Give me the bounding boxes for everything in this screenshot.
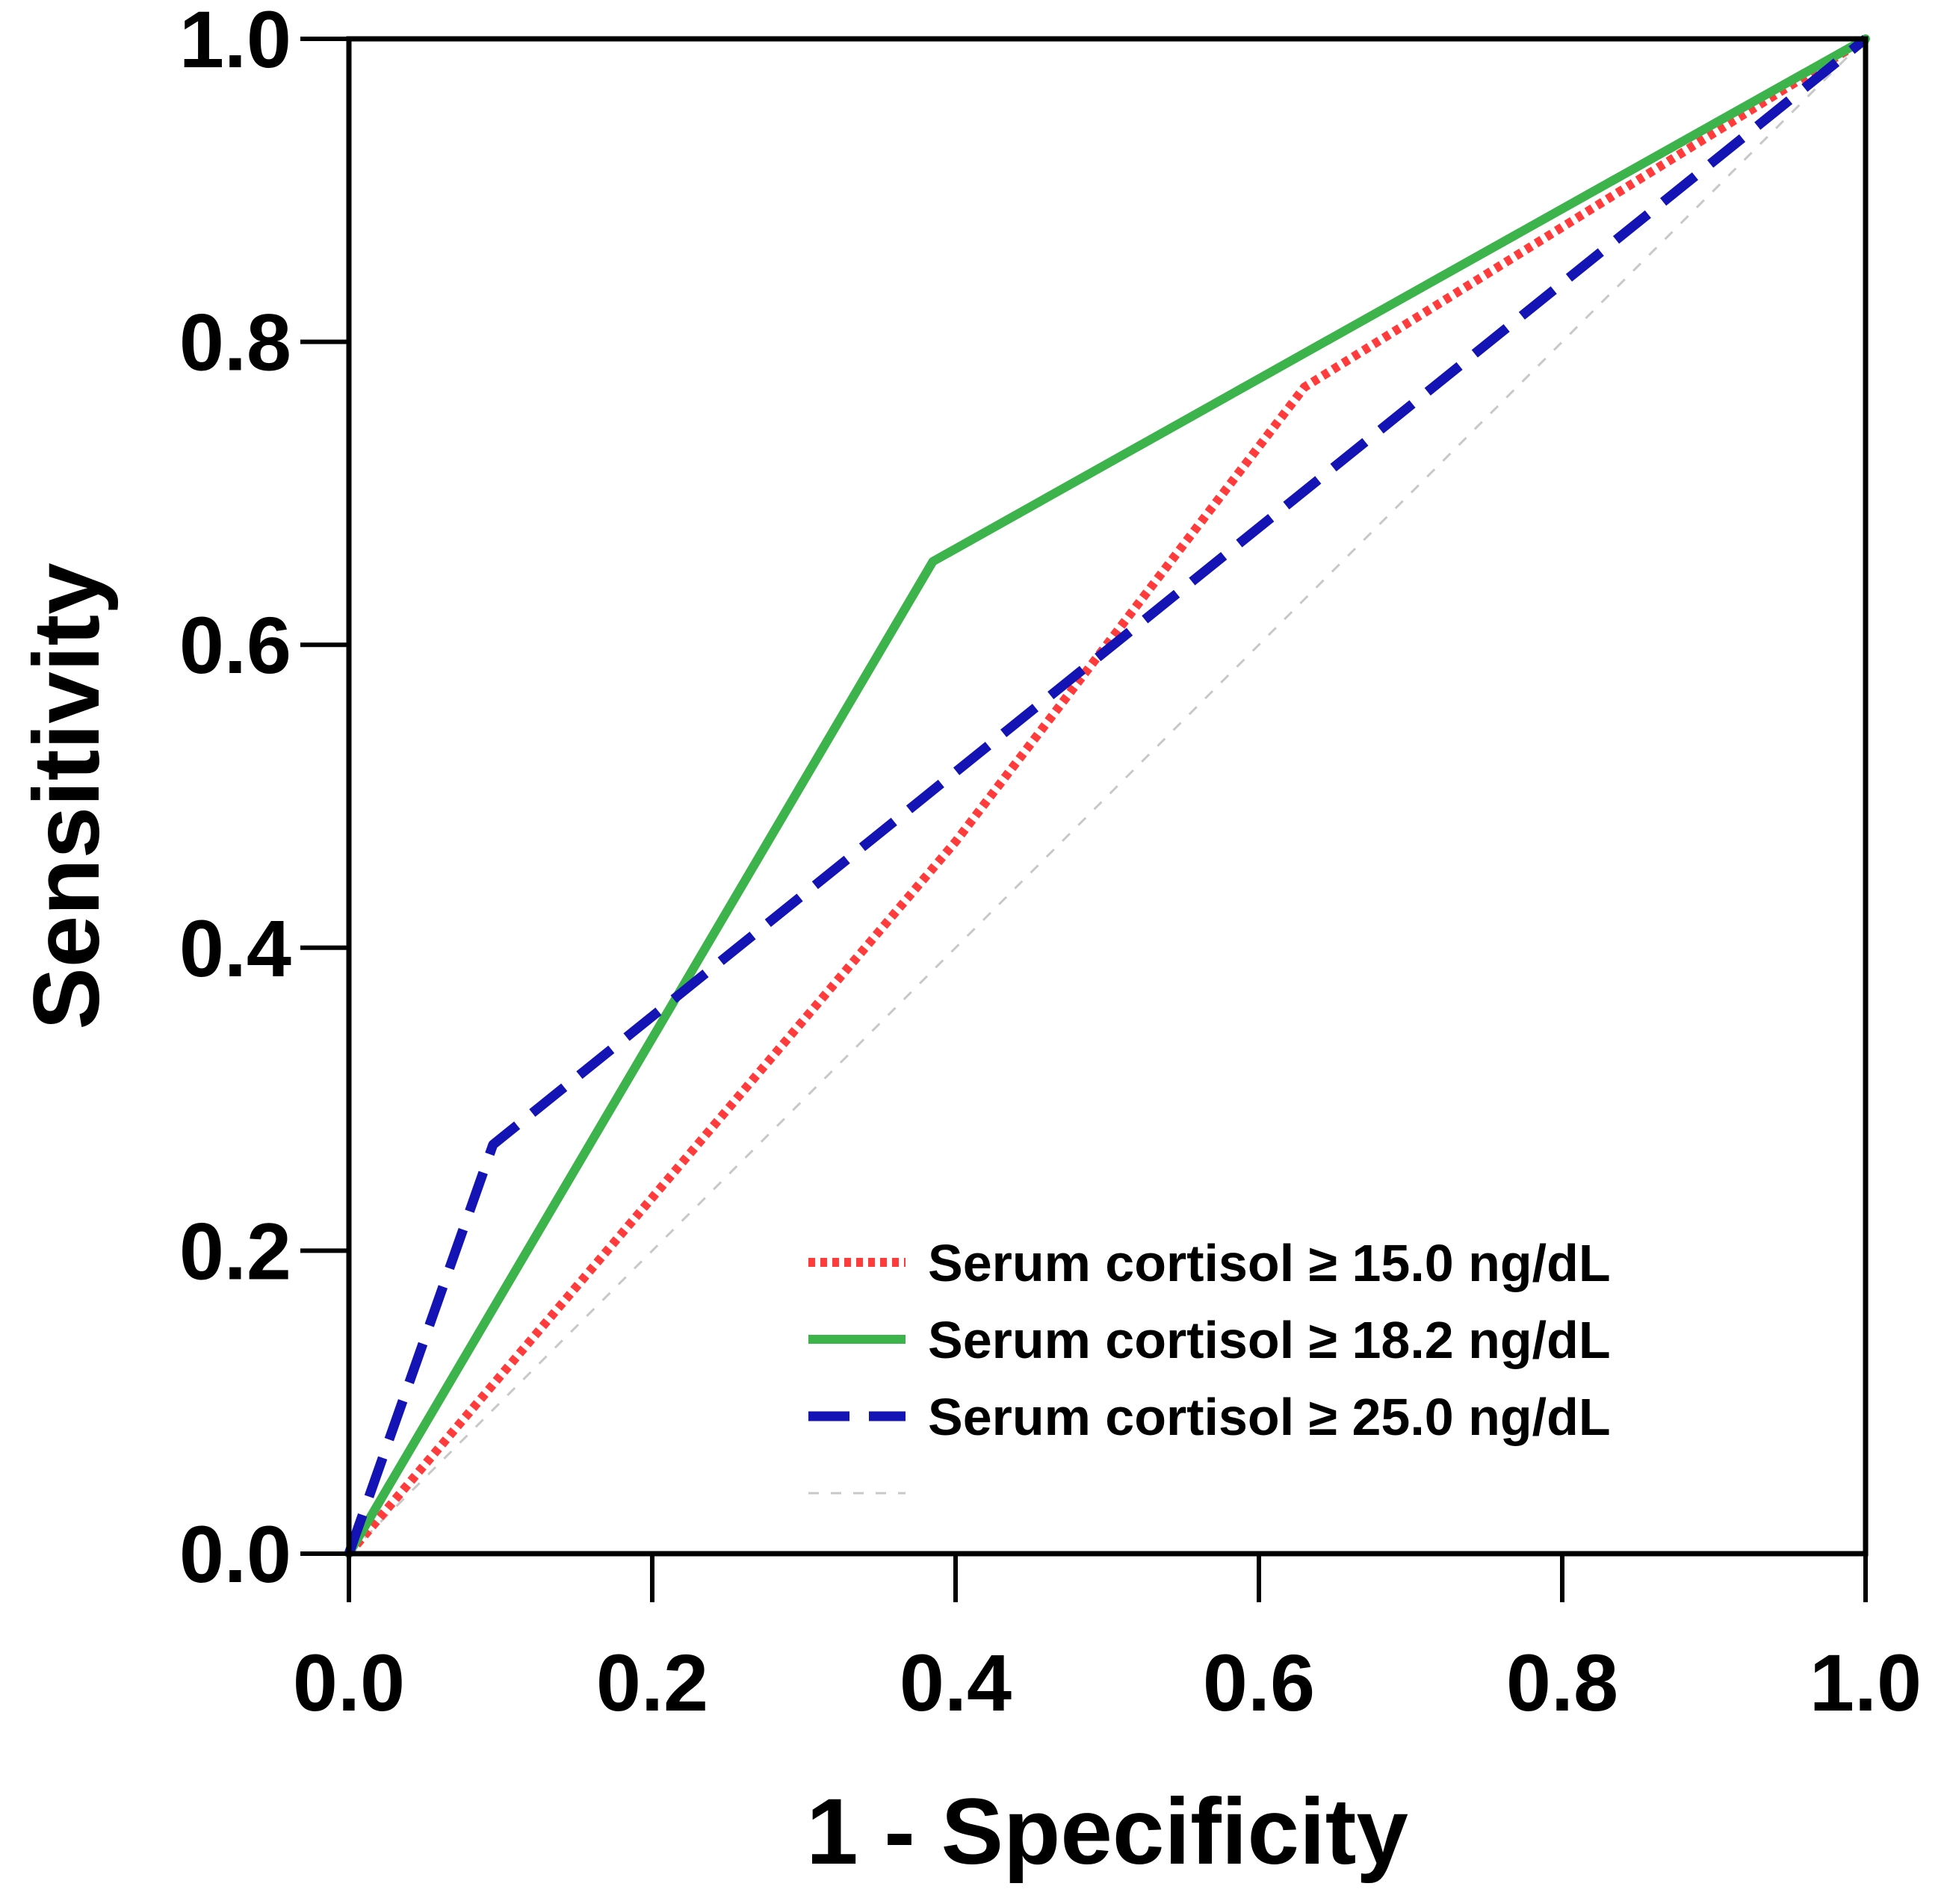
x-tick-label: 0.6: [1203, 1637, 1315, 1728]
x-tick-label: 1.0: [1810, 1637, 1922, 1728]
y-tick-label: 0.8: [179, 297, 291, 388]
x-axis-title: 1 - Specificity: [806, 1780, 1408, 1884]
y-tick-label: 0.4: [179, 903, 291, 993]
legend-label-1: Serum cortisol ≥ 18.2 ng/dL: [928, 1311, 1611, 1369]
y-tick-label: 1.0: [179, 0, 291, 84]
legend-label-2: Serum cortisol ≥ 25.0 ng/dL: [928, 1388, 1611, 1446]
axis-ticks: 0.0 0.2 0.4 0.6 0.8 1.0 0.0 0.2 0.4 0.6 0.8 1.0: [179, 0, 1922, 1728]
x-tick-label: 0.8: [1506, 1637, 1618, 1728]
y-axis-title: Sensitivity: [15, 562, 119, 1029]
series-line-1: [344, 34, 1870, 1558]
series-line-0: [345, 34, 1869, 1557]
plot-frame: [346, 36, 1869, 1557]
series-line-2: [344, 34, 1869, 1556]
x-tick-label: 0.0: [293, 1637, 405, 1728]
x-tick-label: 0.4: [900, 1637, 1012, 1728]
legend: Serum cortisol ≥ 15.0 ng/dL Serum cortiso…: [808, 1234, 1611, 1495]
y-tick-label: 0.0: [179, 1509, 291, 1599]
y-tick-label: 0.2: [179, 1206, 291, 1296]
legend-label-0: Serum cortisol ≥ 15.0 ng/dL: [928, 1234, 1611, 1292]
x-tick-label: 0.2: [596, 1637, 708, 1728]
y-tick-label: 0.6: [179, 600, 291, 690]
series-layer: [344, 34, 1870, 1558]
